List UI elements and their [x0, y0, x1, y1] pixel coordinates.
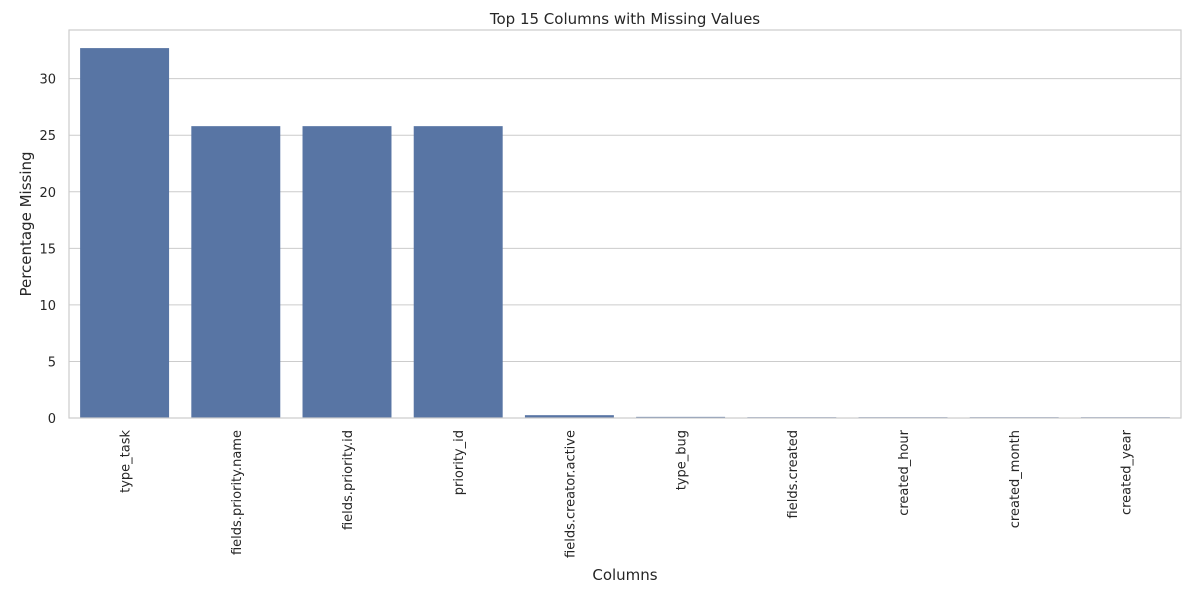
x-tick-label: fields.created [786, 430, 801, 518]
bar-fields-priority-name [191, 126, 281, 418]
x-tick-label: type_task [119, 430, 134, 493]
x-tick-label: priority_id [452, 430, 467, 495]
x-axis-label: Columns [592, 566, 657, 584]
y-tick-label: 5 [48, 355, 56, 370]
y-tick-label: 20 [39, 186, 56, 201]
y-tick-label: 25 [39, 129, 56, 144]
bar-priority-id [413, 126, 503, 418]
y-tick-label: 0 [48, 412, 56, 427]
x-tick-label: type_bug [675, 430, 690, 490]
x-tick-label: fields.priority.id [341, 430, 356, 530]
x-tick-label: fields.priority.name [230, 430, 245, 555]
bar-type-task [80, 48, 170, 419]
y-tick-label: 15 [39, 242, 56, 257]
x-tick-label: fields.creator.active [563, 430, 578, 558]
y-tick-label: 10 [39, 299, 56, 314]
y-tick-label: 30 [39, 73, 56, 88]
x-tick-label: created_hour [897, 429, 912, 515]
x-tick-label: created_month [1008, 430, 1023, 528]
y-axis-label: Percentage Missing [17, 151, 35, 296]
x-tick-label: created_year [1119, 429, 1134, 515]
y-tick-labels: 0 5 10 15 20 25 30 [39, 73, 56, 427]
x-tick-labels: type_task fields.priority.name fields.prio… [119, 429, 1135, 558]
bar-fields-priority-id [302, 126, 392, 418]
chart-title: Top 15 Columns with Missing Values [489, 10, 760, 28]
bar-fields-creator-active [524, 415, 614, 418]
bars [80, 48, 1170, 419]
plot-frame [68, 29, 1182, 419]
